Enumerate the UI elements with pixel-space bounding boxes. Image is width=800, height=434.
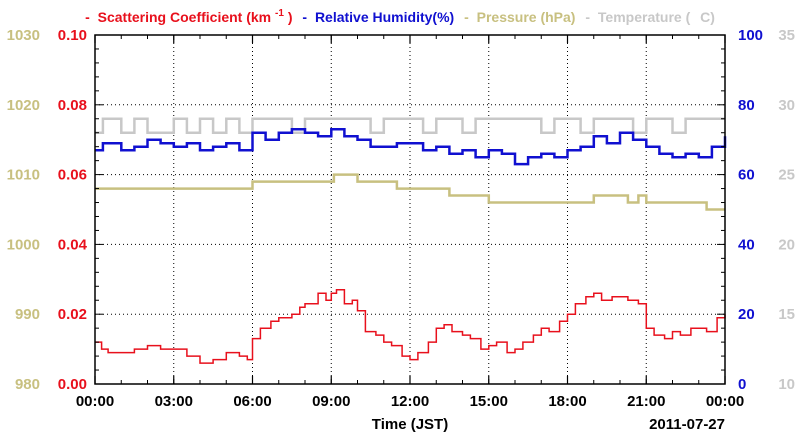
temperature-tick-label: 35 xyxy=(778,27,795,44)
x-tick-label: 21:00 xyxy=(627,393,665,410)
x-tick-label: 00:00 xyxy=(706,393,744,410)
pressure-tick-label: 1020 xyxy=(7,97,40,114)
scattering-tick-label: 0.04 xyxy=(58,236,88,253)
x-tick-label: 00:00 xyxy=(76,393,114,410)
legend-scattering-dash: - xyxy=(85,9,90,25)
temperature-series-line xyxy=(95,117,725,134)
legend-scattering-sup: -1 xyxy=(275,8,284,19)
humidity-tick-label: 0 xyxy=(738,376,746,393)
humidity-series-line xyxy=(95,127,727,166)
legend-scattering-label: Scattering Coefficient (km xyxy=(98,9,271,25)
humidity-tick-label: 40 xyxy=(738,236,755,253)
legend-pressure-dash: - xyxy=(464,9,469,25)
scattering-tick-label: 0.00 xyxy=(58,376,87,393)
legend-temperature-dash: - xyxy=(585,9,590,25)
pressure-tick-label: 1010 xyxy=(7,167,40,184)
x-tick-label: 03:00 xyxy=(155,393,193,410)
humidity-tick-label: 20 xyxy=(738,306,755,323)
x-tick-label: 15:00 xyxy=(470,393,508,410)
pressure-series-line xyxy=(95,173,725,211)
x-axis-label: Time (JST) xyxy=(372,416,448,433)
humidity-tick-label: 60 xyxy=(738,167,755,184)
legend-scattering-close: ) xyxy=(288,9,293,25)
legend-humidity-label: Relative Humidity(%) xyxy=(315,9,454,25)
scattering-tick-label: 0.02 xyxy=(58,306,87,323)
humidity-tick-label: 80 xyxy=(738,97,755,114)
pressure-tick-label: 1000 xyxy=(7,236,40,253)
tick-labels: 00:00 03:00 06:00 09:00 12:00 15:00 18:00 21:00… xyxy=(7,27,795,410)
legend-pressure-label: Pressure (hPa) xyxy=(477,9,576,25)
legend-temperature-unit: C) xyxy=(700,9,715,25)
legend-humidity-dash: - xyxy=(302,9,307,25)
x-tick-label: 06:00 xyxy=(233,393,271,410)
temperature-tick-label: 10 xyxy=(778,376,795,393)
x-tick-label: 18:00 xyxy=(548,393,586,410)
humidity-tick-label: 100 xyxy=(738,27,763,44)
x-tick-label: 09:00 xyxy=(312,393,350,410)
grid xyxy=(95,35,725,384)
x-tick-label: 12:00 xyxy=(391,393,429,410)
temperature-tick-label: 15 xyxy=(778,306,795,323)
pressure-tick-label: 990 xyxy=(15,306,40,323)
scattering-tick-label: 0.06 xyxy=(58,167,87,184)
scattering-tick-label: 0.10 xyxy=(58,27,87,44)
date-label: 2011-07-27 xyxy=(649,416,725,433)
legend: - Scattering Coefficient (km -1 ) - Rela… xyxy=(85,3,715,25)
pressure-tick-label: 980 xyxy=(15,376,40,393)
temperature-tick-label: 25 xyxy=(778,167,795,184)
scattering-tick-label: 0.08 xyxy=(58,97,87,114)
pressure-tick-label: 1030 xyxy=(7,27,40,44)
temperature-tick-label: 20 xyxy=(778,236,795,253)
scattering-series-line xyxy=(95,289,726,364)
legend-temperature-label: Temperature ( xyxy=(598,9,691,25)
ticks-layer xyxy=(94,34,726,385)
temperature-tick-label: 30 xyxy=(778,97,795,114)
series-layer xyxy=(95,117,727,364)
